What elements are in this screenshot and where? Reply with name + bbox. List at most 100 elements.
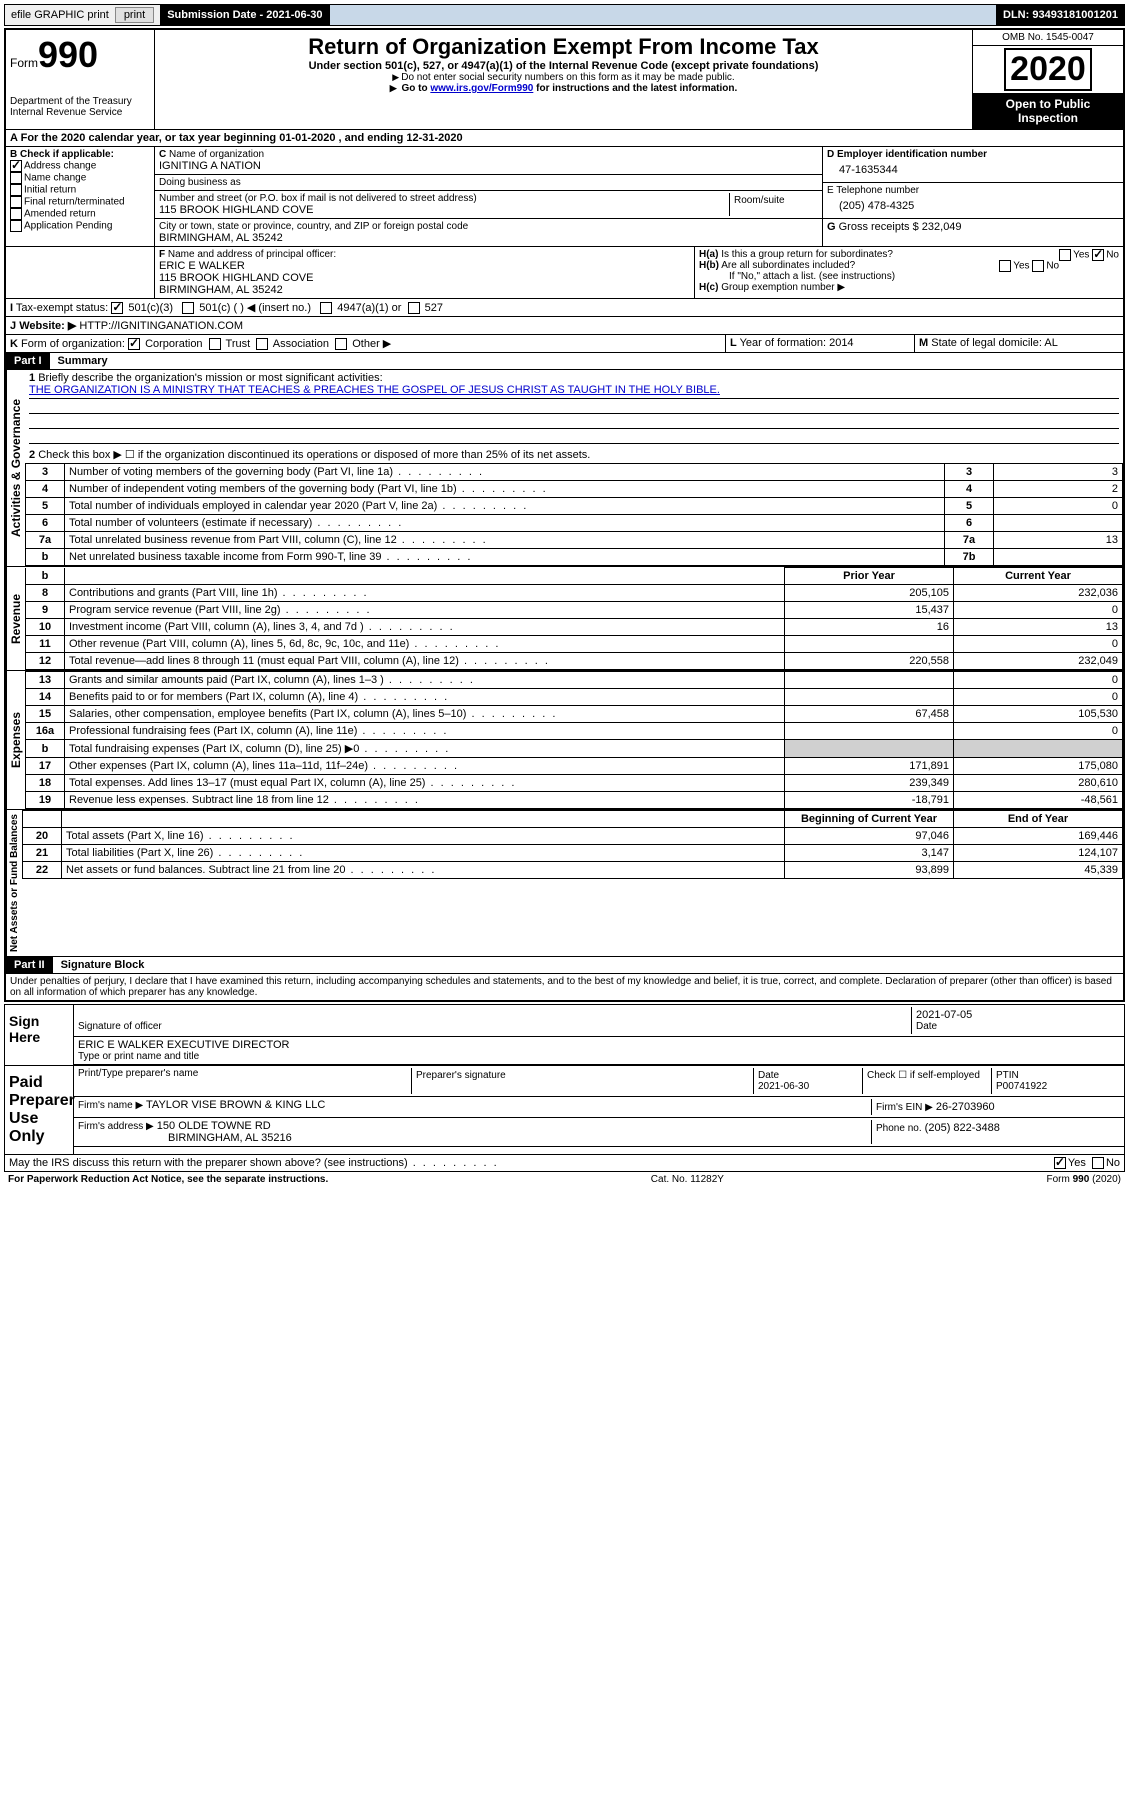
form-number: Form990 (10, 34, 150, 76)
efile-text: efile GRAPHIC print (11, 9, 109, 21)
firm-name-label: Firm's name ▶ (78, 1100, 143, 1111)
form990-link[interactable]: www.irs.gov/Form990 (430, 83, 533, 94)
form-title: Return of Organization Exempt From Incom… (163, 34, 964, 60)
revenue-section: b Prior Year Current Year 8 Contribution… (25, 567, 1123, 670)
hb-text: Are all subordinates included? (721, 260, 855, 271)
header-right: OMB No. 1545-0047 2020 Open to Public In… (972, 30, 1123, 129)
chk-address[interactable]: Address change (10, 160, 150, 172)
part2-header-row: Part II Signature Block (6, 956, 1123, 973)
m-value: AL (1044, 337, 1057, 349)
sign-here-block: Sign Here Signature of officer 2021-07-0… (4, 1004, 1125, 1066)
footer: For Paperwork Reduction Act Notice, see … (4, 1172, 1125, 1187)
checkbox-icon[interactable] (335, 338, 347, 350)
checkbox-icon (10, 184, 22, 196)
firm-addr-label: Firm's address ▶ (78, 1121, 154, 1132)
section-m: M State of legal domicile: AL (914, 335, 1123, 352)
checkbox-icon[interactable] (128, 338, 140, 350)
checkbox-icon[interactable] (1032, 260, 1044, 272)
street-label: Number and street (or P.O. box if mail i… (159, 193, 729, 204)
period-row: A For the 2020 calendar year, or tax yea… (6, 129, 1123, 146)
blank-th (23, 811, 62, 828)
irs-label: Internal Revenue Service (10, 107, 150, 118)
mission-text[interactable]: THE ORGANIZATION IS A MINISTRY THAT TEAC… (29, 384, 1119, 399)
table-row: 15 Salaries, other compensation, employe… (26, 706, 1123, 723)
blank-th: b (26, 568, 65, 585)
checkbox-icon[interactable] (209, 338, 221, 350)
org-name: IGNITING A NATION (159, 160, 818, 172)
officer-name-row: ERIC E WALKER EXECUTIVE DIRECTOR Type or… (74, 1037, 1124, 1065)
checkbox-icon[interactable] (999, 260, 1011, 272)
chk-pending[interactable]: Application Pending (10, 220, 150, 232)
checkbox-icon[interactable] (1092, 249, 1104, 261)
hc-text: Group exemption number ▶ (721, 282, 845, 293)
checkbox-icon[interactable] (320, 302, 332, 314)
paid-preparer-block: Paid Preparer Use Only Print/Type prepar… (4, 1066, 1125, 1155)
chk-final[interactable]: Final return/terminated (10, 196, 150, 208)
sig-officer-label: Signature of officer (78, 1021, 911, 1032)
dba-label: Doing business as (159, 177, 818, 188)
revenue-vlabel: Revenue (6, 567, 25, 670)
discuss-row: May the IRS discuss this return with the… (4, 1155, 1125, 1172)
checkbox-icon[interactable] (1054, 1157, 1066, 1169)
street-block: Number and street (or P.O. box if mail i… (155, 191, 822, 219)
chk-label: Name change (24, 173, 86, 184)
hb-yesno: Yes No (999, 260, 1059, 272)
netassets-vlabel: Net Assets or Fund Balances (6, 810, 22, 956)
f-label: F Name and address of principal officer: (159, 249, 690, 260)
table-row: 8 Contributions and grants (Part VIII, l… (26, 585, 1123, 602)
section-c: C Name of organization IGNITING A NATION… (155, 147, 822, 246)
prep-row2: Firm's name ▶ TAYLOR VISE BROWN & KING L… (74, 1097, 1124, 1118)
checkbox-icon[interactable] (256, 338, 268, 350)
m-label: State of legal domicile: (931, 337, 1042, 349)
chk-name[interactable]: Name change (10, 172, 150, 184)
table-row: 11 Other revenue (Part VIII, column (A),… (26, 636, 1123, 653)
section-l: L Year of formation: 2014 (725, 335, 914, 352)
f-h-row: F Name and address of principal officer:… (6, 246, 1123, 298)
goto-post: for instructions and the latest informat… (536, 83, 737, 94)
firm-addr1: 150 OLDE TOWNE RD (157, 1120, 271, 1132)
period-text: For the 2020 calendar year, or tax year … (21, 132, 463, 144)
header-center: Return of Organization Exempt From Incom… (155, 30, 972, 129)
checkbox-icon (10, 160, 22, 172)
checkbox-icon (10, 220, 22, 232)
opt-trust: Trust (226, 338, 251, 350)
type-name-label: Type or print name and title (78, 1051, 1120, 1062)
arrow-icon (390, 83, 399, 94)
sig-officer-row: Signature of officer 2021-07-05 Date (74, 1005, 1124, 1037)
prep-right: Print/Type preparer's name Preparer's si… (73, 1066, 1124, 1154)
checkbox-icon[interactable] (408, 302, 420, 314)
firm-ein: 26-2703960 (936, 1101, 995, 1113)
paperwork-notice: For Paperwork Reduction Act Notice, see … (8, 1174, 328, 1185)
firm-phone-label: Phone no. (876, 1123, 922, 1134)
table-row: b Total fundraising expenses (Part IX, c… (26, 740, 1123, 758)
gross-value: 232,049 (922, 221, 962, 233)
table-row: 7a Total unrelated business revenue from… (26, 532, 1123, 549)
print-button[interactable]: print (115, 7, 154, 23)
officer-addr1: 115 BROOK HIGHLAND COVE (159, 272, 690, 284)
firm-name: TAYLOR VISE BROWN & KING LLC (146, 1099, 325, 1111)
prep-date-label: Date (758, 1070, 779, 1081)
checkbox-icon[interactable] (111, 302, 123, 314)
table-row: 5 Total number of individuals employed i… (26, 498, 1123, 515)
netassets-block: Net Assets or Fund Balances Beginning of… (6, 809, 1123, 956)
chk-label: Initial return (24, 185, 76, 196)
tax-year: 2020 (1004, 48, 1092, 91)
tax-exempt: I Tax-exempt status: 501(c)(3) 501(c) ( … (6, 299, 1123, 316)
checkbox-icon[interactable] (1059, 249, 1071, 261)
table-row: 16a Professional fundraising fees (Part … (26, 723, 1123, 740)
checkbox-icon[interactable] (182, 302, 194, 314)
website-label: Website: ▶ (19, 320, 76, 332)
prep-sig-label: Preparer's signature (411, 1068, 753, 1094)
opt-4947: 4947(a)(1) or (337, 302, 401, 314)
chk-amended[interactable]: Amended return (10, 208, 150, 220)
prep-row1: Print/Type preparer's name Preparer's si… (74, 1066, 1124, 1097)
checkbox-icon[interactable] (1092, 1157, 1104, 1169)
mission-blank (29, 414, 1119, 429)
ptin-value: P00741922 (996, 1081, 1047, 1092)
checkbox-icon (10, 208, 22, 220)
h-a: H(a) Is this a group return for subordin… (699, 249, 1119, 260)
sig-space (78, 1007, 911, 1021)
section-b: B Check if applicable: Address change Na… (6, 147, 155, 246)
chk-initial[interactable]: Initial return (10, 184, 150, 196)
ein-value: 47-1635344 (827, 160, 1119, 180)
